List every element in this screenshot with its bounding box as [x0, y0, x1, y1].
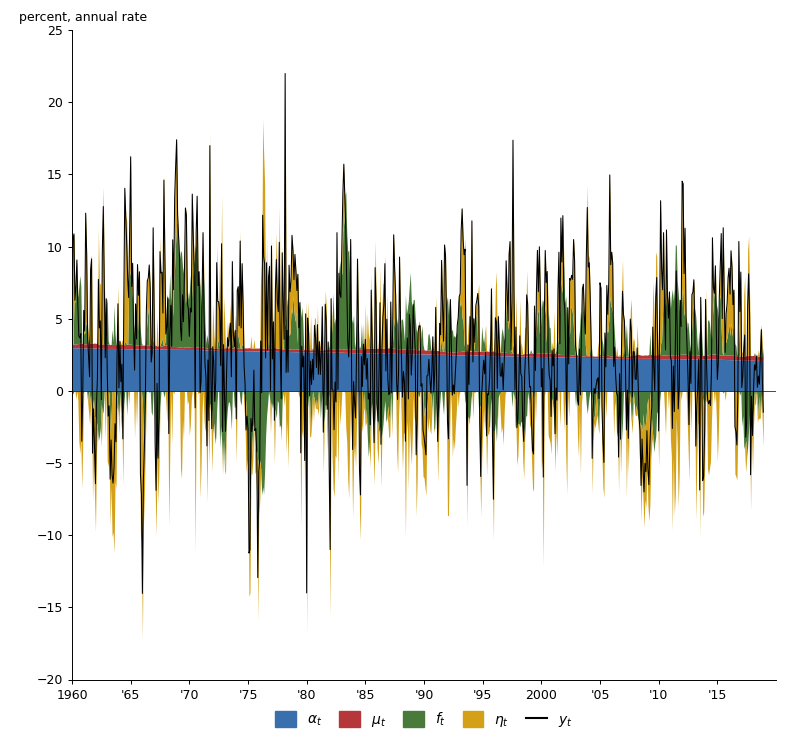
Legend: $\alpha_t$, $\mu_t$, $f_t$, $\eta_t$, $y_t$: $\alpha_t$, $\mu_t$, $f_t$, $\eta_t$, $y… — [270, 705, 578, 735]
Text: percent, annual rate: percent, annual rate — [19, 11, 147, 23]
